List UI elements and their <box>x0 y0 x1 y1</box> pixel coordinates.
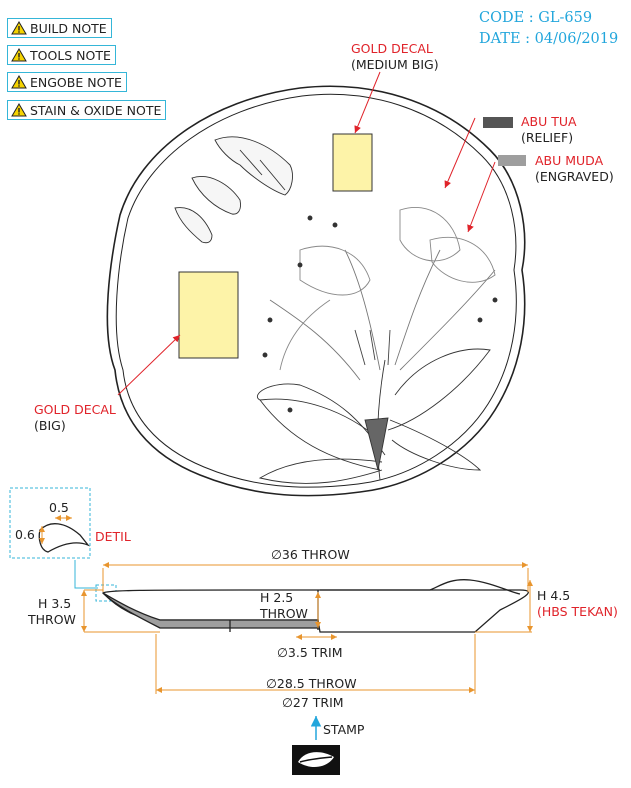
warning-icon <box>11 103 27 117</box>
diameter-28-5-throw-label: ∅28.5 THROW <box>266 676 357 691</box>
tools-note-button[interactable]: TOOLS NOTE <box>7 45 116 65</box>
plate-side-profile <box>101 579 529 633</box>
plate-top-view <box>106 85 526 497</box>
relief-swatch <box>483 117 513 128</box>
diameter-3-5-trim-label: ∅3.5 TRIM <box>277 645 343 660</box>
abu-muda-sub: (ENGRAVED) <box>535 169 614 184</box>
diameter-36-throw-label: ∅36 THROW <box>271 547 350 562</box>
abu-tua-title: ABU TUA <box>521 114 577 129</box>
gold-decal-medium <box>332 133 373 192</box>
warning-icon <box>11 75 27 89</box>
abu-muda-title: ABU MUDA <box>535 153 604 168</box>
gold-decal-medium-title: GOLD DECAL <box>351 41 433 56</box>
abu-tua-sub: (RELIEF) <box>521 130 574 145</box>
diameter-27-trim-label: ∅27 TRIM <box>282 695 344 710</box>
tools-note-label: TOOLS NOTE <box>30 47 111 63</box>
stain-oxide-note-button[interactable]: STAIN & OXIDE NOTE <box>7 100 167 120</box>
engobe-note-button[interactable]: ENGOBE NOTE <box>7 72 127 92</box>
height-3-5-sub: THROW <box>28 612 76 627</box>
detail-box <box>9 487 91 559</box>
code-text: CODE : GL-659 <box>479 10 593 26</box>
height-4-5-label: H 4.5 <box>537 588 571 603</box>
stamp-label: STAMP <box>323 722 365 737</box>
warning-icon <box>11 21 27 35</box>
height-3-5-label: H 3.5 <box>38 596 72 611</box>
build-note-label: BUILD NOTE <box>30 20 107 36</box>
code-date-block: CODE : GL-659 DATE : 04/06/2019 <box>479 8 618 50</box>
falling-leaves-decoration <box>174 136 293 244</box>
engobe-note-label: ENGOBE NOTE <box>30 74 122 90</box>
height-2-5-label: H 2.5 <box>260 590 294 605</box>
flower-plant-illustration <box>257 206 498 484</box>
build-note-button[interactable]: BUILD NOTE <box>7 18 112 38</box>
warning-icon <box>11 48 27 62</box>
gold-decal-big-sub: (BIG) <box>34 418 66 433</box>
engraved-swatch <box>498 155 526 166</box>
gold-decal-medium-sub: (MEDIUM BIG) <box>351 57 439 72</box>
gold-decal-big-title: GOLD DECAL <box>34 402 116 417</box>
height-4-5-sub: (HBS TEKAN) <box>537 604 618 619</box>
stamp-logo-icon <box>292 745 340 775</box>
date-text: DATE : 04/06/2019 <box>479 31 619 47</box>
detail-height-label: 0.6 <box>15 527 35 542</box>
detail-width-label: 0.5 <box>49 500 69 515</box>
gold-decal-big <box>178 271 239 359</box>
height-2-5-sub: THROW <box>260 606 308 621</box>
stain-oxide-note-label: STAIN & OXIDE NOTE <box>30 102 162 118</box>
detail-label: DETIL <box>95 529 131 544</box>
